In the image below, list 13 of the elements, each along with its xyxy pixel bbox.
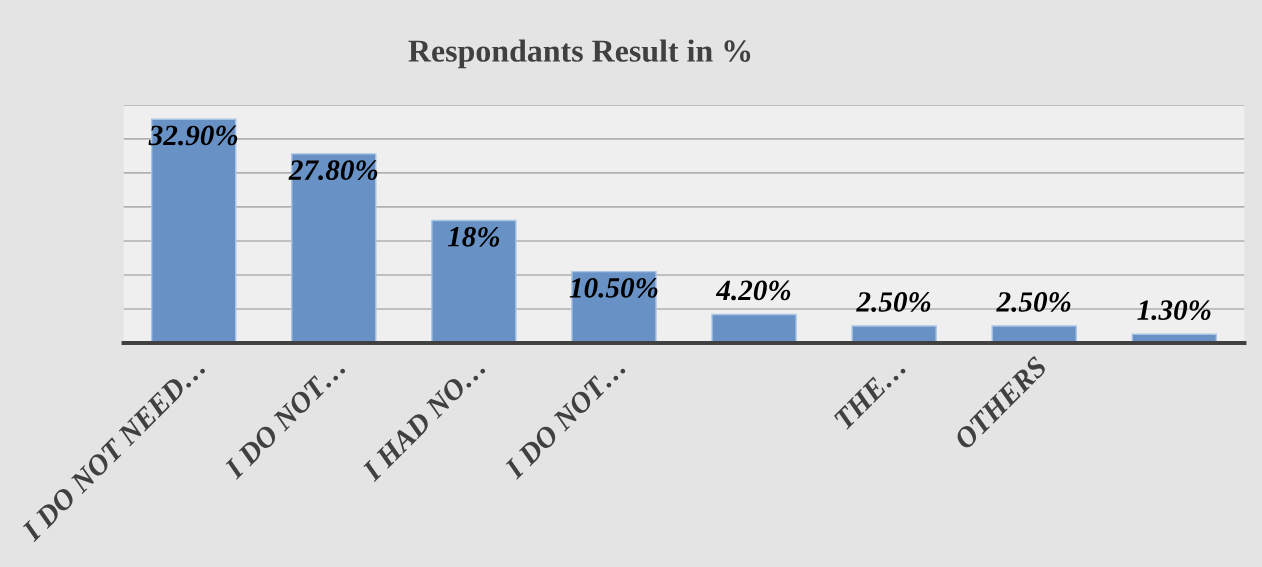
bar bbox=[431, 219, 517, 344]
data-label: 32.90% bbox=[148, 125, 238, 146]
bar bbox=[851, 325, 937, 344]
data-label: 18% bbox=[447, 226, 500, 247]
data-label: 1.30% bbox=[1137, 300, 1211, 321]
data-label: 2.50% bbox=[856, 292, 931, 312]
data-label: 27.80% bbox=[288, 160, 378, 181]
data-label: 2.50% bbox=[996, 292, 1071, 312]
bar bbox=[150, 118, 237, 344]
bar bbox=[991, 325, 1077, 344]
chart-title: Respondants Result in % bbox=[408, 39, 751, 69]
bar bbox=[711, 313, 797, 344]
data-label: 4.20% bbox=[715, 280, 791, 301]
